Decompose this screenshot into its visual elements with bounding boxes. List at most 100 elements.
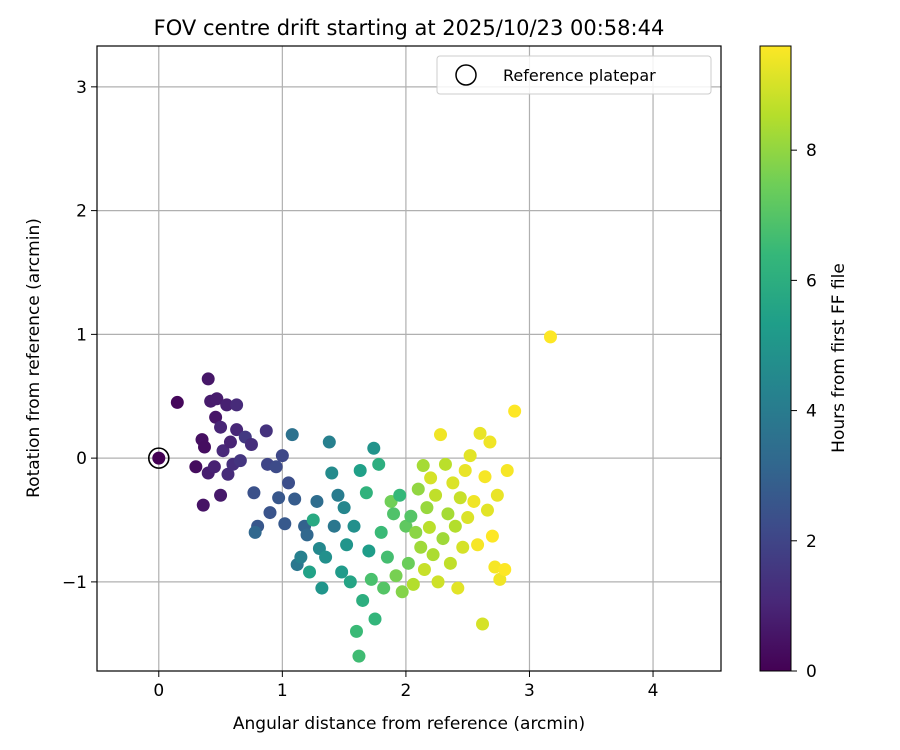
data-point <box>417 563 431 577</box>
data-point <box>306 513 320 527</box>
data-point <box>490 488 504 502</box>
x-tick-label: 4 <box>648 681 659 701</box>
grid-lines <box>97 46 721 671</box>
data-point <box>300 528 314 542</box>
data-point <box>476 617 490 631</box>
data-point <box>247 486 261 500</box>
data-point <box>458 464 472 478</box>
data-point <box>214 420 228 434</box>
colorbar-tick-label: 4 <box>806 402 817 422</box>
data-point <box>380 550 394 564</box>
data-point <box>152 451 166 465</box>
data-point <box>498 563 512 577</box>
data-point <box>337 501 351 515</box>
data-point <box>404 509 418 523</box>
data-point <box>461 511 475 525</box>
data-point <box>275 449 289 463</box>
colorbar: 0 2 4 6 8 Hours from first FF file <box>759 45 849 682</box>
y-tick-label: 1 <box>76 325 87 345</box>
data-point <box>209 410 223 424</box>
data-point <box>393 488 407 502</box>
data-point <box>319 550 333 564</box>
colorbar-tick-label: 8 <box>806 141 817 161</box>
data-point <box>220 398 234 412</box>
data-point <box>216 444 230 458</box>
data-point <box>409 525 423 539</box>
reference-marker <box>147 447 170 469</box>
data-point <box>196 498 210 512</box>
data-point <box>230 423 244 437</box>
data-point <box>471 538 485 552</box>
data-point <box>282 476 296 490</box>
data-point <box>210 392 224 406</box>
data-point <box>263 506 277 520</box>
data-point <box>395 585 409 599</box>
colorbar-gradient <box>759 45 792 672</box>
data-point <box>198 440 212 454</box>
data-point <box>347 519 361 533</box>
data-point <box>278 517 292 531</box>
y-tick-label: 3 <box>76 78 87 98</box>
x-axis-label: Angular distance from reference (arcmin) <box>233 714 585 734</box>
data-point <box>207 460 221 474</box>
legend: Reference platepar <box>436 55 712 95</box>
data-point <box>294 550 308 564</box>
data-point <box>493 572 507 586</box>
y-tick-label: 2 <box>76 202 87 222</box>
data-point <box>377 581 391 595</box>
y-tick-label: 0 <box>76 449 87 469</box>
colorbar-tick-label: 2 <box>806 532 817 552</box>
colorbar-tick-label: 0 <box>806 662 817 682</box>
data-point <box>500 464 514 478</box>
data-point <box>230 398 244 412</box>
data-point <box>189 460 203 474</box>
data-point <box>340 538 354 552</box>
legend-reference-marker <box>455 64 477 86</box>
data-point <box>288 492 302 506</box>
data-point <box>349 624 363 638</box>
data-point <box>401 556 415 570</box>
data-point <box>364 572 378 586</box>
data-point <box>438 457 452 471</box>
data-point <box>434 428 448 442</box>
data-point <box>368 612 382 626</box>
data-point <box>424 471 438 485</box>
data-point <box>463 449 477 463</box>
data-point <box>310 494 324 508</box>
data-point <box>353 464 367 478</box>
data-point <box>335 565 349 579</box>
legend-entry-reference: Reference platepar <box>503 66 656 85</box>
data-point <box>443 556 457 570</box>
data-point <box>367 441 381 455</box>
data-point <box>448 519 462 533</box>
y-axis-ticks: −1 0 1 2 3 <box>62 78 97 593</box>
data-point <box>331 488 345 502</box>
reference-point <box>147 447 170 469</box>
data-point <box>416 459 430 473</box>
data-point <box>436 532 450 546</box>
data-point <box>362 544 376 558</box>
data-point <box>422 520 436 534</box>
data-point <box>325 466 339 480</box>
data-point <box>248 525 262 539</box>
data-point <box>456 540 470 554</box>
data-point <box>269 460 283 474</box>
data-point <box>473 426 487 440</box>
data-point <box>233 454 247 468</box>
data-point <box>201 372 215 386</box>
data-point <box>399 519 413 533</box>
x-axis-ticks: 0 1 2 3 4 <box>153 671 658 701</box>
colorbar-ticks: 0 2 4 6 8 <box>791 141 817 682</box>
data-point <box>322 435 336 449</box>
data-point <box>356 593 370 607</box>
data-point <box>446 476 460 490</box>
data-point <box>411 482 425 496</box>
y-tick-label: −1 <box>62 573 87 593</box>
data-point <box>420 501 434 515</box>
data-point <box>426 548 440 562</box>
data-point <box>374 525 388 539</box>
colorbar-tick-label: 6 <box>806 271 817 291</box>
data-point <box>488 560 502 574</box>
